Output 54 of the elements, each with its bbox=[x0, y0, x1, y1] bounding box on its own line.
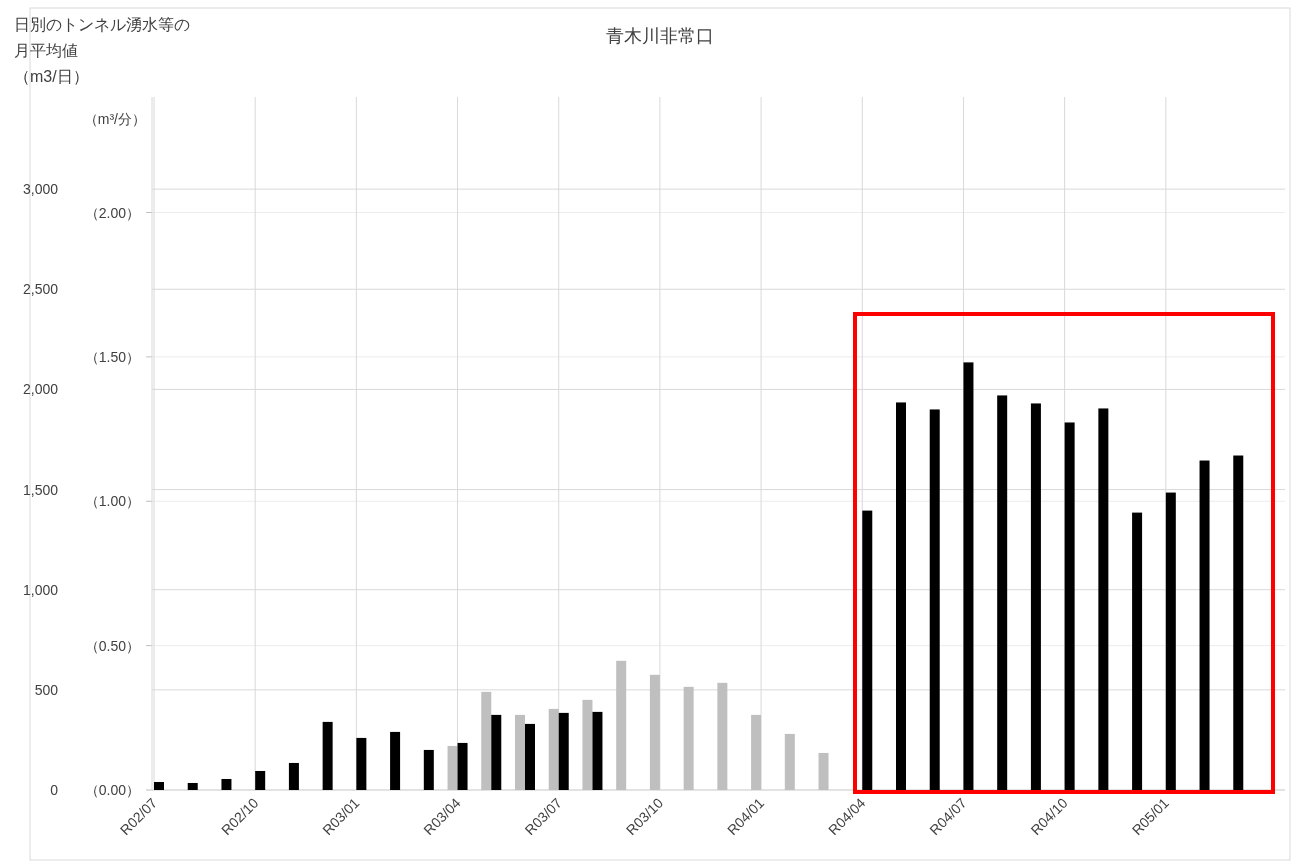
bar bbox=[525, 723, 535, 790]
bar bbox=[616, 660, 627, 790]
bar bbox=[963, 362, 974, 790]
bar bbox=[447, 745, 458, 790]
bar bbox=[1233, 455, 1244, 790]
bar bbox=[1098, 408, 1109, 790]
y-tick-label: 500 bbox=[34, 681, 59, 698]
bar bbox=[558, 712, 569, 790]
y2-tick-label: （0.50） bbox=[84, 637, 140, 654]
bar bbox=[649, 674, 660, 790]
chart-title: 青木川非常口 bbox=[606, 26, 714, 46]
text: 日別のトンネル湧水等の月平均値 bbox=[14, 16, 190, 59]
bar bbox=[481, 691, 492, 790]
y-tick-label: 2,500 bbox=[22, 281, 59, 298]
y-tick-label: 3,000 bbox=[22, 181, 59, 198]
bar bbox=[390, 731, 401, 790]
bar bbox=[683, 686, 694, 790]
y-tick-label: 1,500 bbox=[22, 481, 59, 498]
bar bbox=[717, 682, 728, 790]
bar bbox=[515, 714, 525, 790]
y2-tick-label: （1.50） bbox=[84, 348, 140, 365]
bar bbox=[288, 762, 299, 790]
bar bbox=[862, 510, 873, 790]
bar bbox=[255, 770, 266, 790]
bar bbox=[582, 699, 593, 790]
bar bbox=[221, 778, 232, 790]
y2-tick-label: （0.00） bbox=[84, 782, 140, 798]
bar bbox=[322, 721, 333, 790]
y-tick-label: 1,000 bbox=[22, 581, 59, 598]
bar bbox=[548, 708, 559, 790]
bar bbox=[457, 742, 468, 790]
bar bbox=[1030, 403, 1041, 790]
bar bbox=[356, 737, 367, 790]
bar bbox=[1165, 492, 1176, 790]
bar bbox=[491, 714, 502, 790]
y-tick-label: 2,000 bbox=[22, 381, 59, 398]
bar bbox=[784, 733, 795, 790]
bar bbox=[896, 402, 906, 790]
text: （m3/日） bbox=[14, 68, 89, 85]
bar bbox=[997, 395, 1008, 790]
y2-tick-label: （1.00） bbox=[84, 493, 140, 510]
bar bbox=[751, 714, 762, 790]
bar bbox=[1064, 422, 1075, 790]
bar bbox=[1132, 512, 1143, 790]
bar bbox=[154, 781, 164, 790]
bar bbox=[1199, 460, 1210, 790]
bar bbox=[818, 752, 829, 790]
y2-tick-label: （2.00） bbox=[84, 204, 140, 221]
bar bbox=[423, 749, 434, 790]
y-tick-label: 0 bbox=[50, 782, 59, 798]
y2-axis-title: （m³/分） bbox=[83, 111, 146, 127]
bar bbox=[187, 782, 198, 790]
bar bbox=[592, 711, 603, 790]
bar bbox=[929, 409, 940, 790]
